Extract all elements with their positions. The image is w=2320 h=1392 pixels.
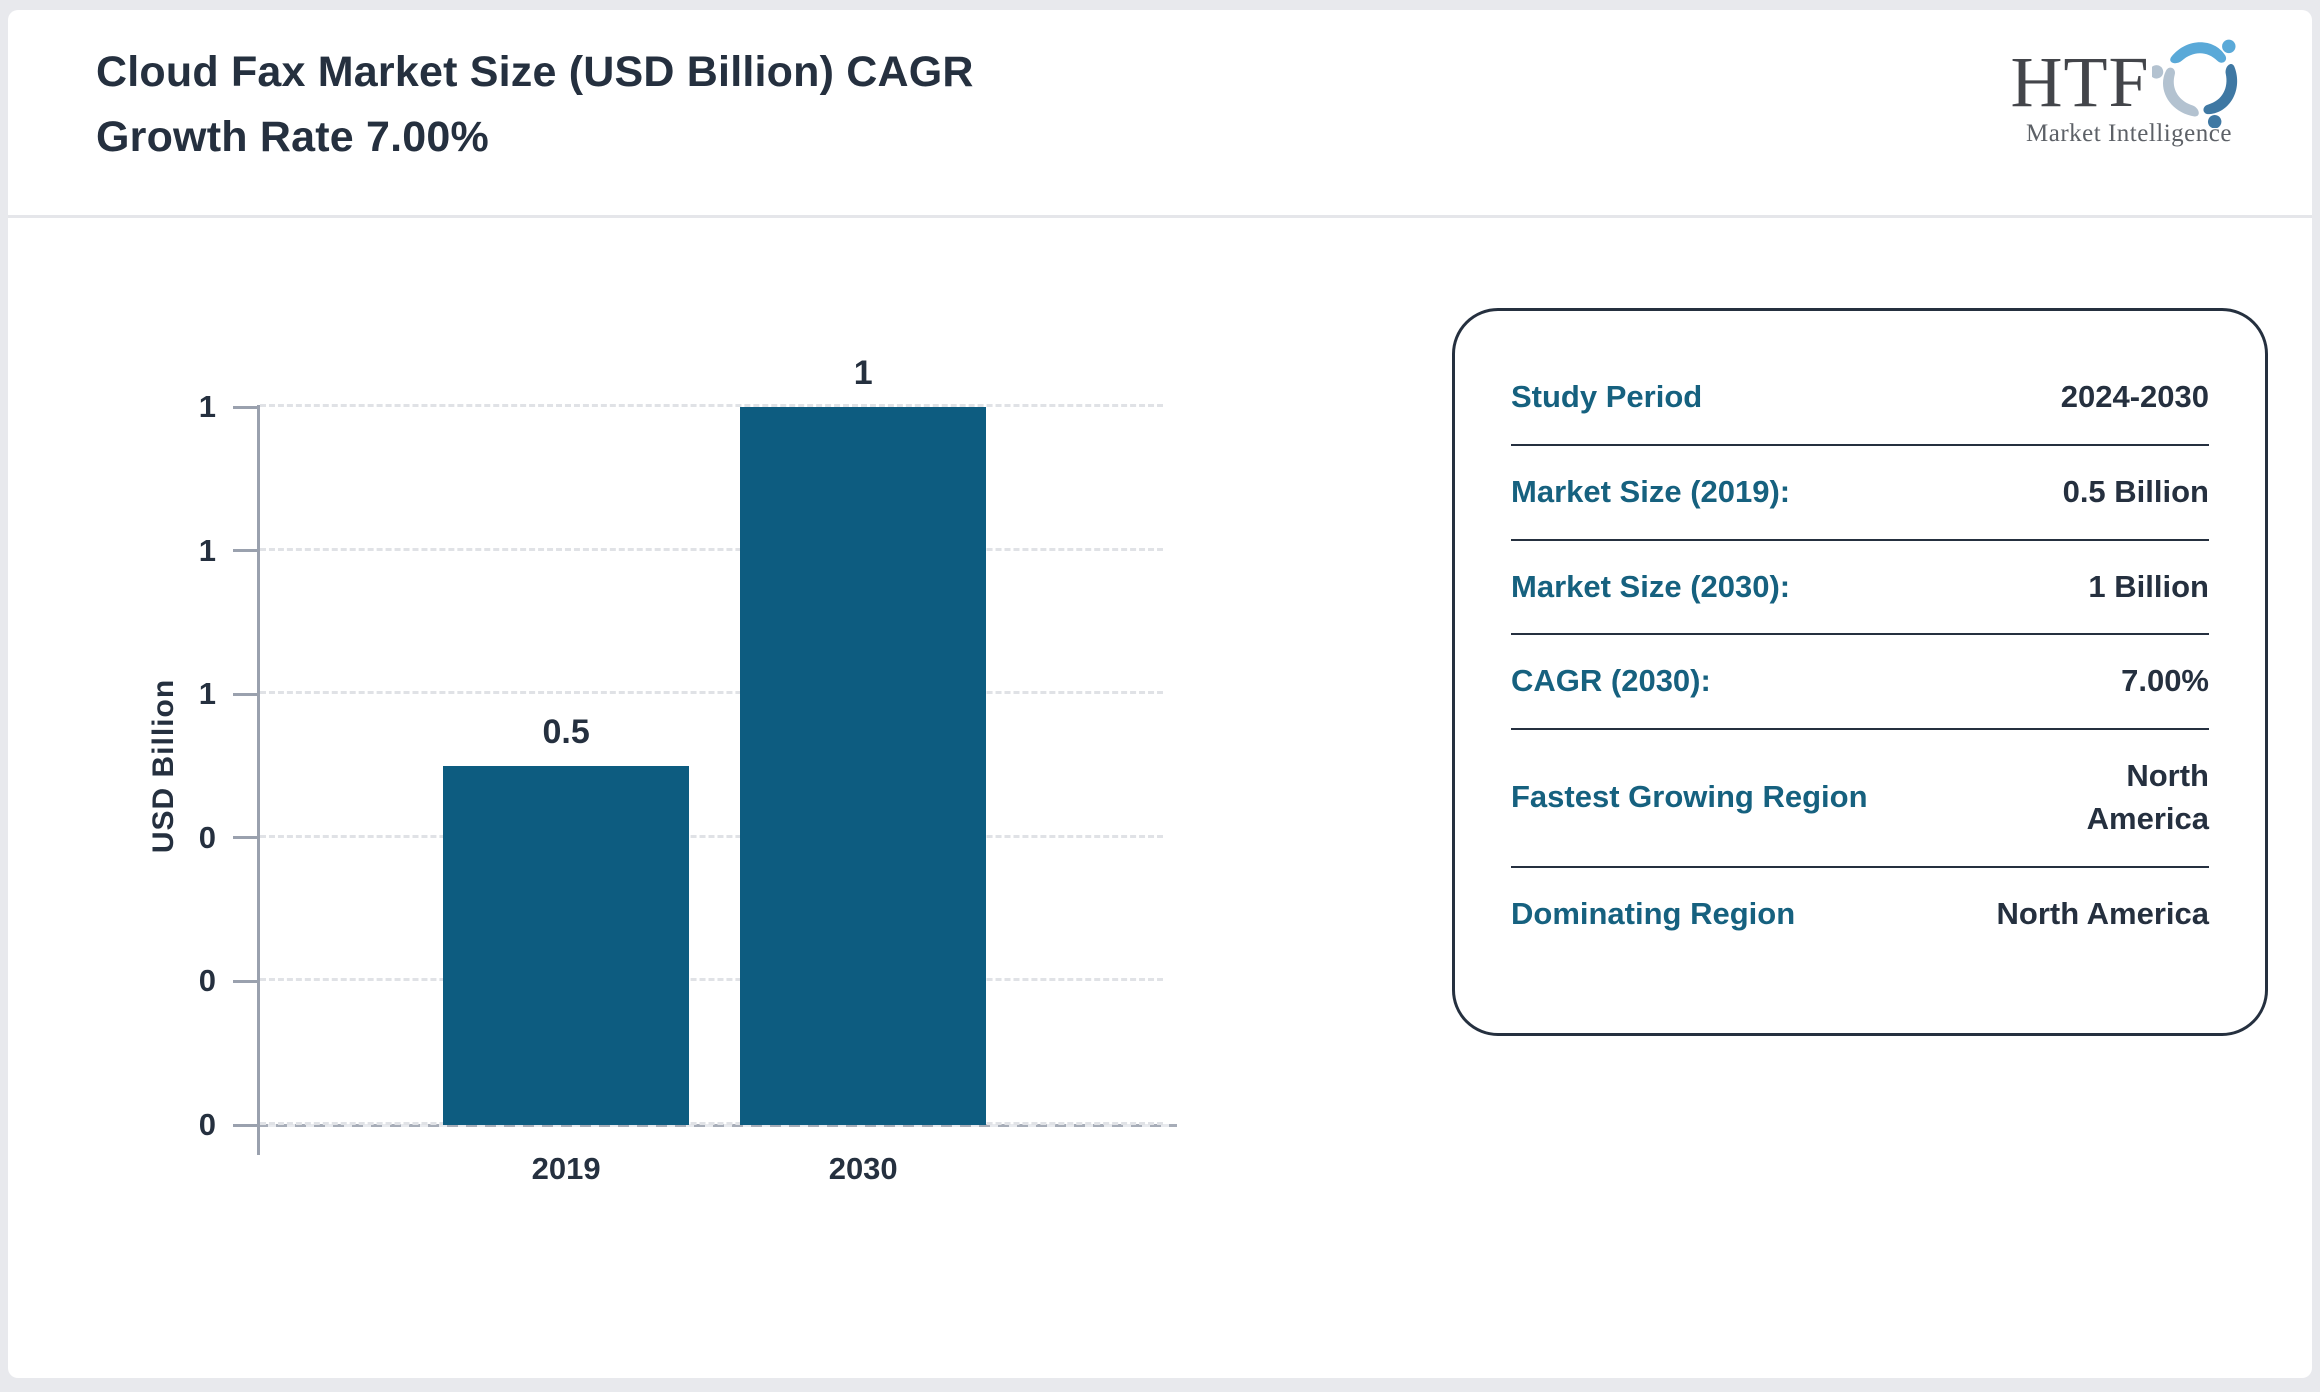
- panel-row-value: North America: [2086, 758, 2209, 836]
- logo-row: HTF: [2004, 32, 2254, 128]
- y-tick-mark: [233, 836, 260, 840]
- gridline: [260, 978, 1163, 982]
- y-tick-label: 1: [198, 676, 216, 712]
- y-tick-label: 1: [198, 389, 216, 424]
- logo-text: HTF: [2010, 42, 2150, 122]
- y-tick-mark: [233, 692, 260, 696]
- panel-row-label: Study Period: [1511, 379, 1703, 414]
- panel-row-value: 0.5 Billion: [2062, 473, 2209, 509]
- gridline: [260, 834, 1163, 838]
- y-axis-title: USD Billion: [147, 678, 180, 854]
- y-tick-mark: [233, 549, 260, 553]
- y-tick-label: 1: [198, 532, 216, 568]
- y-axis-line: [257, 405, 260, 1155]
- panel-row: Study Period 2024-2030: [1511, 351, 2209, 444]
- y-tick-label: 0: [198, 819, 216, 855]
- panel-row: Market Size (2019): 0.5 Billion: [1511, 443, 2209, 539]
- panel-row-label: Market Size (2019):: [1511, 473, 1791, 509]
- panel-row: Market Size (2030): 1 Billion: [1511, 538, 2209, 634]
- page-title: Cloud Fax Market Size (USD Billion) CAGR…: [96, 48, 974, 162]
- y-tick-label: 0: [198, 1107, 216, 1142]
- x-tick-label: 2030: [828, 1151, 898, 1186]
- panel-row-label: CAGR (2030):: [1511, 663, 1711, 699]
- logo-subtext: Market Intelligence: [2026, 120, 2232, 147]
- panel-row-label: Fastest Growing Region: [1511, 779, 1868, 815]
- bar-2030: [740, 407, 986, 1125]
- bar-value-label: 0.5: [542, 713, 590, 751]
- bar-value-label: 1: [853, 354, 873, 392]
- panel-row: Dominating Region North America: [1511, 865, 2209, 961]
- panel-row: CAGR (2030): 7.00%: [1511, 633, 2209, 728]
- gridline: [260, 1122, 1163, 1125]
- gridline: [260, 547, 1163, 551]
- panel-row-value: North America: [1996, 895, 2209, 931]
- content: USD Billion 0 0 0 1 1 1 0.5 2019 1 2030 Study Per…: [8, 221, 2312, 1378]
- panel-row-value: 2024-2030: [2060, 379, 2209, 414]
- header: Cloud Fax Market Size (USD Billion) CAGR…: [8, 10, 2312, 218]
- logo-swirl-icon: [2151, 39, 2237, 128]
- bar-2019: [443, 766, 689, 1125]
- y-tick-label: 0: [198, 963, 216, 999]
- info-panel: Study Period 2024-2030 Market Size (2019):…: [1452, 308, 2268, 1036]
- panel-row-label: Dominating Region: [1511, 895, 1796, 931]
- y-tick-mark: [233, 979, 260, 983]
- report-card: Cloud Fax Market Size (USD Billion) CAGR…: [8, 10, 2312, 1378]
- panel-row-label: Market Size (2030):: [1511, 568, 1791, 604]
- gridline: [260, 691, 1163, 695]
- x-axis-line: [257, 1123, 1177, 1127]
- panel-row-value: 7.00%: [2121, 663, 2209, 699]
- x-tick-label: 2019: [531, 1151, 601, 1186]
- panel-row-value: 1 Billion: [2088, 568, 2209, 604]
- y-tick-mark: [233, 1123, 260, 1127]
- gridline: [260, 404, 1163, 407]
- panel-row: Fastest Growing Region North America: [1511, 728, 2209, 866]
- y-tick-mark: [233, 405, 260, 409]
- htf-logo: HTF Market Intelligence: [2004, 32, 2254, 148]
- plot-area: 0 0 0 1 1 1 0.5 2019 1 2030: [199, 354, 1177, 1186]
